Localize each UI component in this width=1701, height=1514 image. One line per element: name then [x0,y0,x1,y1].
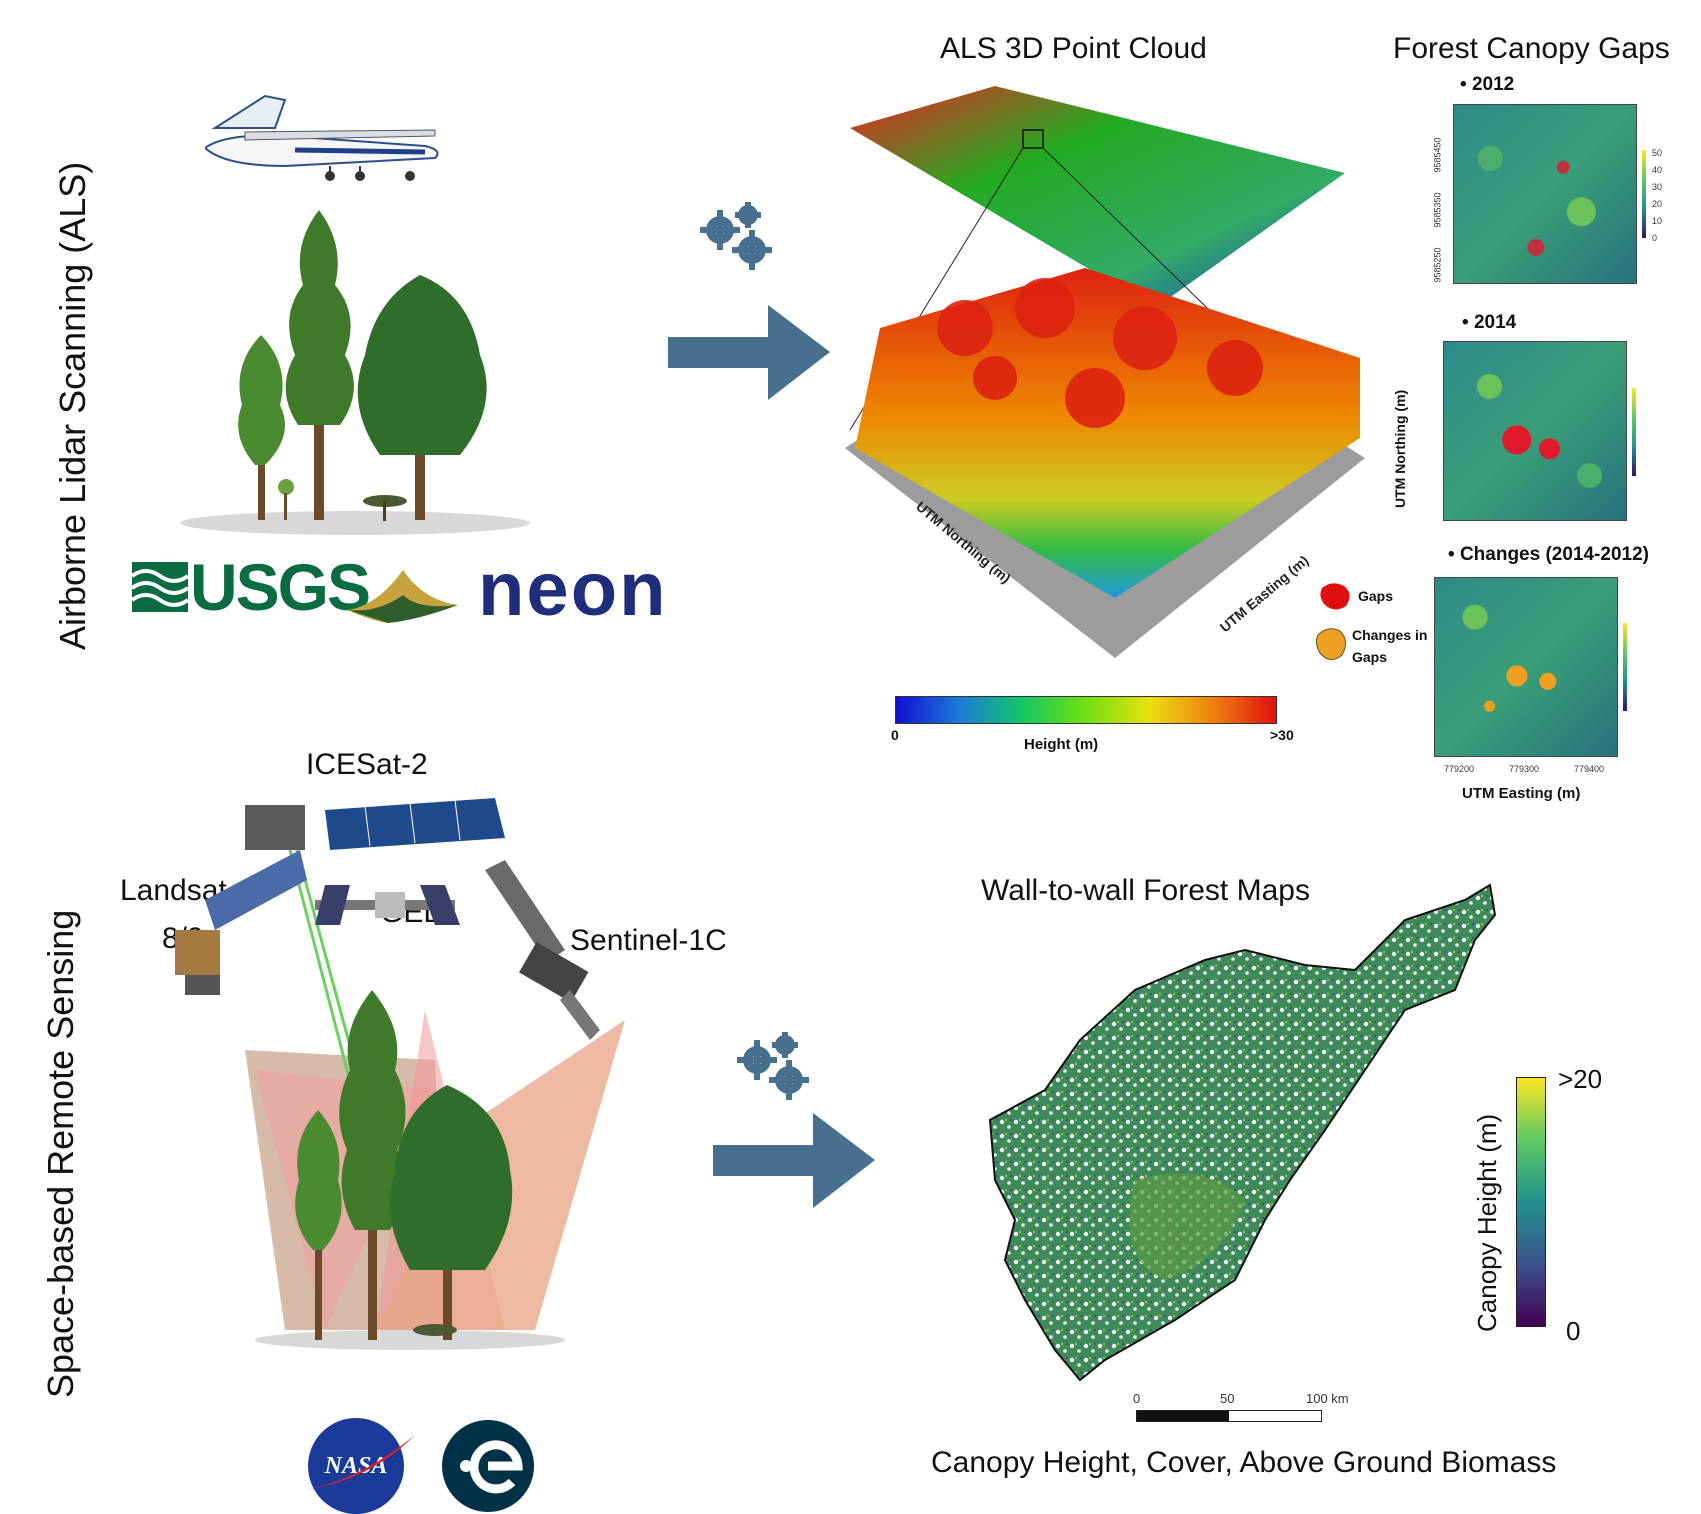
height-colorbar-label: Height (m) [1024,736,1099,753]
nasa-logo: NASA [308,1418,404,1514]
gaps-cbar-ticks: 50 40 30 20 10 0 [1652,148,1663,243]
usgs-wave-icon [132,562,188,612]
gaps-ytick-1: 9585350 [1432,192,1443,228]
gaps-map-2014 [1443,341,1627,521]
als-side-title: Airborne Lidar Scanning (ALS) [52,161,93,650]
canopy-height-cbar-label: Canopy Height (m) [1472,1113,1502,1332]
height-colorbar-max: >30 [1270,727,1294,743]
gaps-panel-2012-label: • 2012 [1460,74,1515,95]
processing-gears-icon-bottom [737,1032,809,1100]
gaps-cbar-2014 [1632,388,1636,476]
canopy-height-colorbar [1516,1077,1546,1327]
point-cloud-title: ALS 3D Point Cloud [940,32,1207,65]
gaps-panel-changes-label: • Changes (2014-2012) [1448,544,1649,565]
sentinel-satellite-icon [485,860,600,1040]
height-colorbar-min: 0 [891,727,899,743]
sentinel-label: Sentinel-1C [570,924,727,957]
esa-logo-icon [442,1420,534,1512]
landsat-satellite-icon [175,850,307,995]
scalebar [1136,1410,1322,1422]
scalebar-t0: 0 [1133,1391,1141,1406]
als-point-cloud-graphic: UTM Northing (m) UTM Easting (m) [845,86,1365,658]
forest-map-graphic [988,883,1497,1382]
icesat-label: ICESat-2 [306,748,428,781]
forest-maps-title: Wall-to-wall Forest Maps [981,874,1310,907]
forest-maps-subtitle: Canopy Height, Cover, Above Ground Bioma… [931,1446,1557,1479]
gaps-xlabel: UTM Easting (m) [1462,785,1581,802]
gaps-cbar-2012 [1642,150,1646,238]
satellites-illustration [175,798,625,1350]
process-arrow-top [668,305,830,400]
canopy-gaps-title: Forest Canopy Gaps [1393,32,1670,65]
gaps-ytick-2: 9585250 [1432,247,1443,283]
scalebar-t1: 50 [1220,1391,1235,1406]
airplane-icon [205,94,439,181]
gaps-swatch-shape [1320,583,1350,610]
gaps-map-2012 [1453,104,1637,284]
process-arrow-bottom [713,1113,875,1208]
usgs-logo: USGS [132,550,371,624]
gaps-ytick-0: 9585450 [1432,137,1443,173]
changes-legend-swatch [1315,628,1346,660]
forest-trees-illustration [180,210,530,535]
landscape-logo-icon [348,570,458,623]
nasa-swoosh-icon [305,1435,415,1490]
gaps-x-ticks: 779200 779300 779400 [1444,764,1604,774]
icesat-satellite-icon [245,798,505,850]
canopy-height-cbar-max: >20 [1558,1064,1603,1094]
gaps-ylabel: UTM Northing (m) [1392,389,1408,508]
changes-legend-label: Changes in Gaps [1352,627,1428,665]
gedi-iss-icon [315,885,460,925]
scalebar-t2: 100 km [1306,1391,1349,1406]
gaps-legend-swatch [1320,583,1350,610]
gaps-map-changes [1434,577,1618,757]
usgs-wordmark: USGS [190,550,371,624]
gaps-cbar-changes [1623,623,1627,711]
height-colorbar [895,696,1277,724]
space-side-title: Space-based Remote Sensing [40,909,81,1398]
gaps-panel-2014-label: • 2014 [1462,312,1517,333]
processing-gears-icon [700,202,772,270]
neon-logo: neon [478,547,668,632]
canopy-height-cbar-min: 0 [1566,1316,1581,1346]
gaps-legend-label: Gaps [1358,588,1394,604]
